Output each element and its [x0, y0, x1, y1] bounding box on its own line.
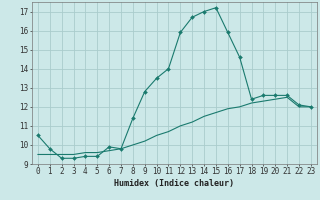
X-axis label: Humidex (Indice chaleur): Humidex (Indice chaleur)	[115, 179, 234, 188]
